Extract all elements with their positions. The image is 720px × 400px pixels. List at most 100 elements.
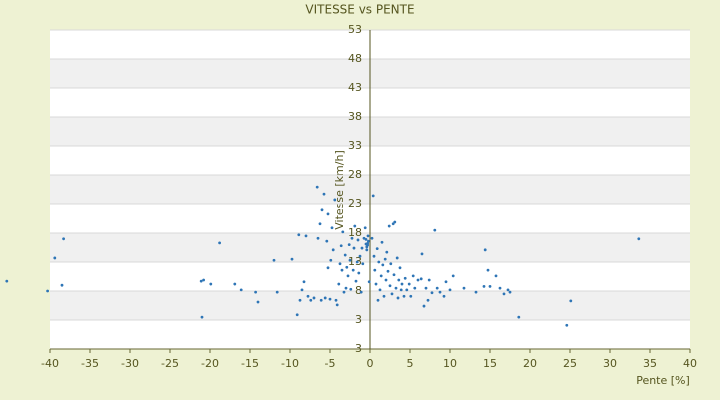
data-point — [338, 262, 342, 266]
data-point — [430, 291, 434, 295]
data-point — [392, 273, 396, 277]
data-point — [5, 279, 9, 283]
y-tick-label: 38 — [348, 110, 362, 123]
data-point — [482, 284, 486, 288]
data-point — [506, 288, 510, 292]
data-point — [396, 296, 400, 300]
x-tick-label: 25 — [563, 357, 577, 370]
x-tick-label: 10 — [443, 357, 457, 370]
data-point — [322, 192, 326, 196]
data-point — [433, 228, 437, 232]
data-point — [353, 224, 357, 228]
x-tick-label: -30 — [121, 357, 139, 370]
data-point — [378, 288, 382, 292]
x-tick-label: -5 — [325, 357, 336, 370]
data-point — [254, 290, 257, 294]
data-point — [363, 226, 367, 230]
data-point — [358, 254, 362, 258]
y-tick-label: 33 — [348, 139, 362, 152]
data-point — [400, 282, 404, 286]
data-point — [46, 289, 49, 293]
data-point — [407, 282, 411, 286]
data-point — [402, 294, 406, 298]
data-point — [315, 185, 319, 189]
y-tick-label: 13 — [348, 255, 362, 268]
data-point — [380, 240, 384, 244]
data-point — [426, 298, 430, 302]
x-tick-label: -10 — [281, 357, 299, 370]
data-point — [502, 292, 506, 296]
data-point — [517, 315, 521, 319]
data-point — [366, 234, 370, 238]
data-point — [403, 276, 407, 280]
data-point — [326, 266, 330, 270]
data-point — [381, 263, 385, 267]
data-point — [398, 266, 402, 270]
data-point — [351, 268, 355, 272]
data-point — [375, 247, 379, 251]
y-tick-label: 28 — [348, 168, 362, 181]
data-point — [337, 282, 341, 286]
data-point — [290, 257, 294, 261]
data-point — [233, 282, 237, 286]
y-tick-label: 48 — [348, 52, 362, 65]
x-tick-label: -25 — [161, 357, 179, 370]
data-point — [361, 262, 365, 266]
data-point — [373, 268, 377, 272]
data-point — [498, 286, 502, 290]
data-point — [199, 279, 203, 283]
data-point — [367, 280, 371, 284]
data-point — [300, 288, 304, 292]
data-point — [275, 290, 279, 294]
data-point — [382, 294, 386, 298]
data-point — [347, 243, 351, 247]
data-point — [420, 252, 424, 256]
data-point — [371, 194, 375, 198]
data-point — [53, 256, 57, 260]
data-point — [383, 257, 387, 261]
data-point — [333, 198, 337, 202]
data-point — [419, 277, 423, 281]
data-point — [416, 278, 420, 282]
data-point — [427, 278, 431, 282]
data-point — [304, 234, 308, 238]
data-point — [209, 282, 213, 286]
data-point — [318, 222, 322, 226]
data-point — [340, 268, 344, 272]
data-point — [388, 284, 392, 288]
data-point — [355, 260, 359, 264]
data-point — [62, 237, 65, 241]
data-point — [334, 298, 338, 302]
data-point — [350, 236, 354, 240]
data-point — [405, 288, 409, 292]
data-point — [335, 303, 339, 307]
data-point — [389, 262, 393, 266]
x-tick-label: -20 — [201, 357, 219, 370]
y-tick-label: 53 — [348, 23, 362, 36]
data-point — [372, 254, 376, 258]
data-point — [202, 278, 206, 282]
data-point — [352, 246, 356, 250]
x-tick-label: 5 — [407, 357, 414, 370]
data-point — [323, 296, 327, 300]
data-point — [386, 269, 390, 273]
data-point — [356, 238, 360, 242]
x-tick-label: 20 — [523, 357, 537, 370]
y-tick-label: 23 — [348, 197, 362, 210]
data-point — [272, 258, 276, 262]
x-tick-label: -35 — [81, 357, 99, 370]
data-point — [306, 294, 310, 298]
data-point — [486, 268, 490, 272]
data-point — [316, 236, 320, 240]
data-point — [345, 265, 349, 269]
data-point — [360, 246, 364, 250]
data-point — [424, 286, 428, 290]
x-tick-label: 35 — [643, 357, 657, 370]
data-point — [320, 208, 324, 212]
y-tick-label: 43 — [348, 81, 362, 94]
data-point — [339, 244, 343, 248]
data-point — [385, 250, 389, 254]
x-tick-label: 30 — [603, 357, 617, 370]
data-point — [344, 286, 348, 290]
